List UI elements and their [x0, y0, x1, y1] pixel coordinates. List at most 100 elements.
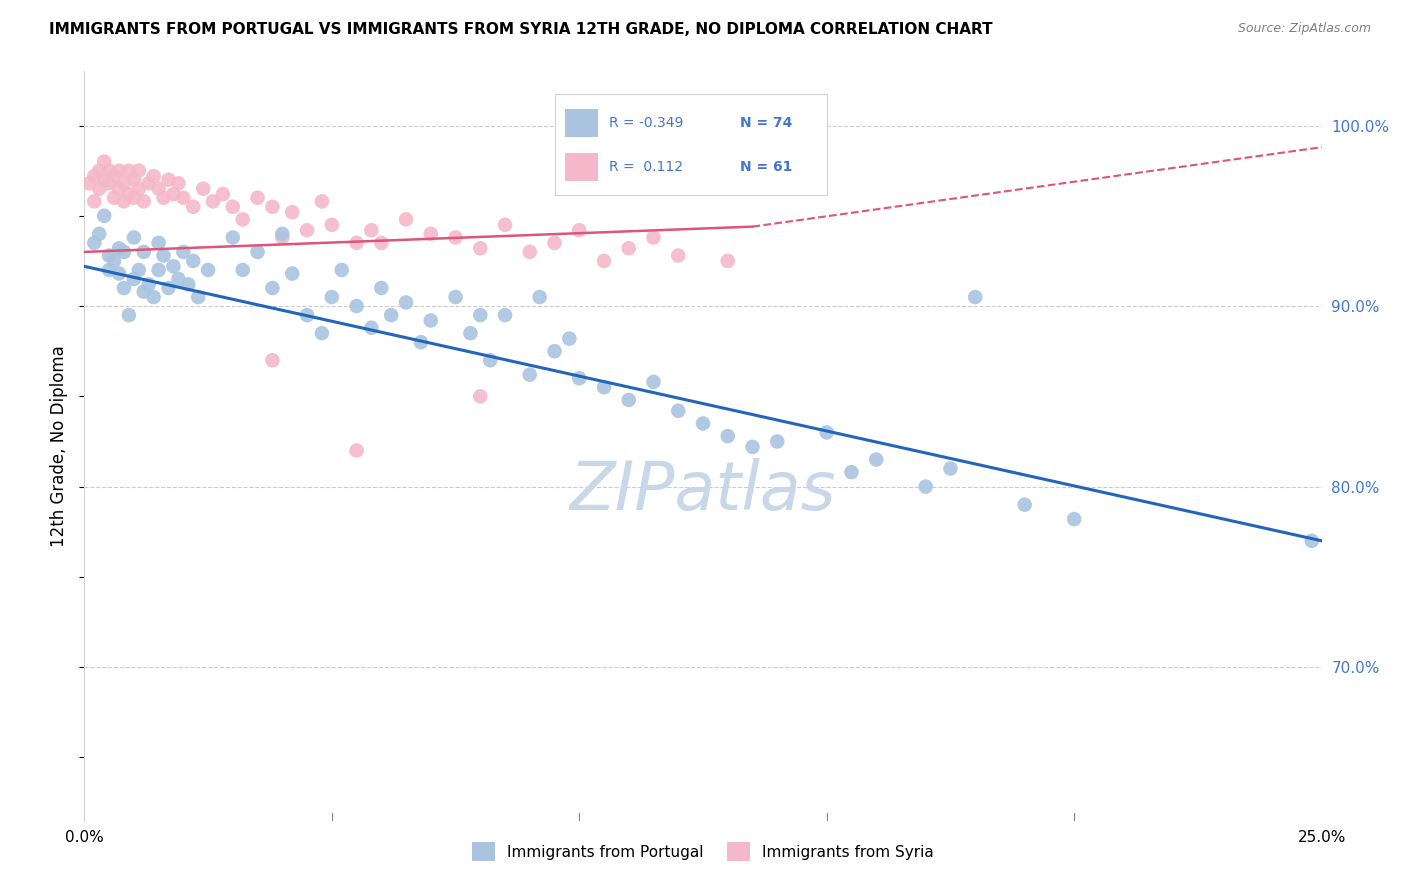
Point — [157, 281, 180, 295]
Point — [717, 429, 740, 443]
Point — [167, 176, 190, 190]
Point — [103, 191, 125, 205]
Point — [914, 480, 936, 494]
Point — [222, 200, 245, 214]
Point — [112, 244, 135, 259]
Point — [360, 320, 382, 334]
Point — [865, 452, 887, 467]
Point — [89, 227, 111, 241]
Point — [177, 277, 200, 292]
Point — [543, 235, 565, 250]
Point — [142, 290, 165, 304]
Legend: Immigrants from Portugal, Immigrants from Syria: Immigrants from Portugal, Immigrants fro… — [467, 836, 939, 867]
Point — [181, 200, 204, 214]
Point — [132, 244, 155, 259]
Point — [89, 163, 111, 178]
Point — [271, 227, 294, 241]
Point — [122, 172, 145, 186]
Point — [93, 172, 115, 186]
Point — [112, 194, 135, 209]
Point — [262, 200, 284, 214]
Point — [93, 154, 115, 169]
Point — [295, 308, 318, 322]
Point — [128, 163, 150, 178]
Point — [148, 182, 170, 196]
Text: IMMIGRANTS FROM PORTUGAL VS IMMIGRANTS FROM SYRIA 12TH GRADE, NO DIPLOMA CORRELA: IMMIGRANTS FROM PORTUGAL VS IMMIGRANTS F… — [49, 22, 993, 37]
Point — [83, 169, 105, 183]
Point — [470, 389, 492, 403]
Point — [419, 313, 441, 327]
Point — [766, 434, 789, 449]
Point — [741, 440, 763, 454]
Point — [593, 380, 616, 394]
Point — [138, 176, 160, 190]
Point — [162, 260, 184, 274]
Point — [197, 263, 219, 277]
Point — [172, 244, 194, 259]
Point — [494, 308, 516, 322]
Point — [98, 248, 121, 262]
Point — [83, 194, 105, 209]
Point — [148, 235, 170, 250]
Point — [222, 230, 245, 244]
Point — [494, 218, 516, 232]
Point — [232, 263, 254, 277]
Point — [409, 335, 432, 350]
Point — [617, 392, 640, 407]
Point — [271, 230, 294, 244]
Point — [370, 281, 392, 295]
Point — [167, 272, 190, 286]
Point — [122, 272, 145, 286]
Point — [98, 263, 121, 277]
Y-axis label: 12th Grade, No Diploma: 12th Grade, No Diploma — [51, 345, 69, 547]
Point — [1063, 512, 1085, 526]
Point — [643, 230, 665, 244]
Point — [281, 205, 304, 219]
Point — [262, 353, 284, 368]
Point — [519, 244, 541, 259]
Point — [108, 267, 131, 281]
Point — [321, 218, 343, 232]
Point — [617, 241, 640, 255]
Point — [311, 326, 333, 340]
Point — [281, 267, 304, 281]
Point — [191, 182, 214, 196]
Point — [543, 344, 565, 359]
Point — [346, 235, 368, 250]
Point — [112, 176, 135, 190]
Point — [202, 194, 225, 209]
Point — [118, 187, 141, 202]
Point — [157, 172, 180, 186]
Point — [246, 191, 269, 205]
Point — [321, 290, 343, 304]
Point — [568, 371, 591, 385]
Point — [79, 176, 101, 190]
Point — [152, 191, 174, 205]
Text: ZIPatlas: ZIPatlas — [569, 458, 837, 524]
Point — [108, 182, 131, 196]
Point — [470, 308, 492, 322]
Point — [142, 169, 165, 183]
Point — [162, 187, 184, 202]
Point — [152, 248, 174, 262]
Point — [187, 290, 209, 304]
Point — [108, 241, 131, 255]
Point — [89, 182, 111, 196]
Point — [103, 169, 125, 183]
Point — [395, 212, 418, 227]
Point — [470, 241, 492, 255]
Point — [479, 353, 502, 368]
Point — [460, 326, 482, 340]
Point — [815, 425, 838, 440]
Point — [311, 194, 333, 209]
Point — [246, 244, 269, 259]
Text: Source: ZipAtlas.com: Source: ZipAtlas.com — [1237, 22, 1371, 36]
Point — [643, 375, 665, 389]
Point — [118, 163, 141, 178]
Point — [172, 191, 194, 205]
Point — [212, 187, 235, 202]
Point — [1301, 533, 1323, 548]
Point — [529, 290, 551, 304]
Point — [181, 254, 204, 268]
Point — [380, 308, 402, 322]
